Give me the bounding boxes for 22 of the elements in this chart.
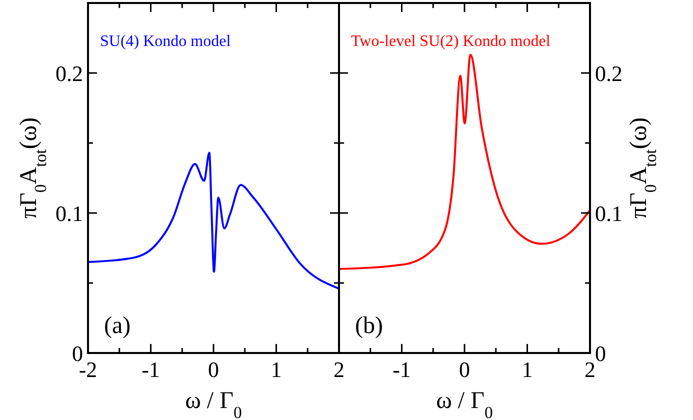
x-tick-label: -1 bbox=[142, 357, 160, 382]
annotation: (b) bbox=[355, 313, 383, 339]
annotation: (a) bbox=[104, 313, 131, 339]
x-tick-label: 2 bbox=[334, 357, 344, 382]
y-tick-label: 0.1 bbox=[56, 201, 83, 226]
series-label: Two-level SU(2) Kondo model bbox=[351, 33, 551, 50]
x-axis-title: ω / Γ$_{0}$ bbox=[185, 388, 242, 420]
y2-tick-label: 0.1 bbox=[595, 201, 622, 226]
x-tick-label: 1 bbox=[270, 357, 282, 382]
x-axis-title: ω / Γ$_{0}$ bbox=[436, 388, 493, 420]
x-tick-label: -1 bbox=[392, 357, 411, 382]
y-tick-label: 0 bbox=[72, 341, 83, 366]
y-tick-label: 0.2 bbox=[56, 61, 83, 86]
x-tick-label: 1 bbox=[522, 357, 533, 382]
y2-tick-label: 0.2 bbox=[595, 61, 622, 86]
line-series bbox=[88, 152, 339, 290]
x-tick-label: 0 bbox=[459, 357, 470, 382]
x-tick-label: 0 bbox=[208, 357, 219, 382]
y2-tick-label: 0 bbox=[595, 341, 606, 366]
text: SU(4) Kondo model bbox=[100, 33, 232, 50]
line-series bbox=[339, 54, 590, 270]
x-tick-label: 2 bbox=[584, 357, 596, 382]
